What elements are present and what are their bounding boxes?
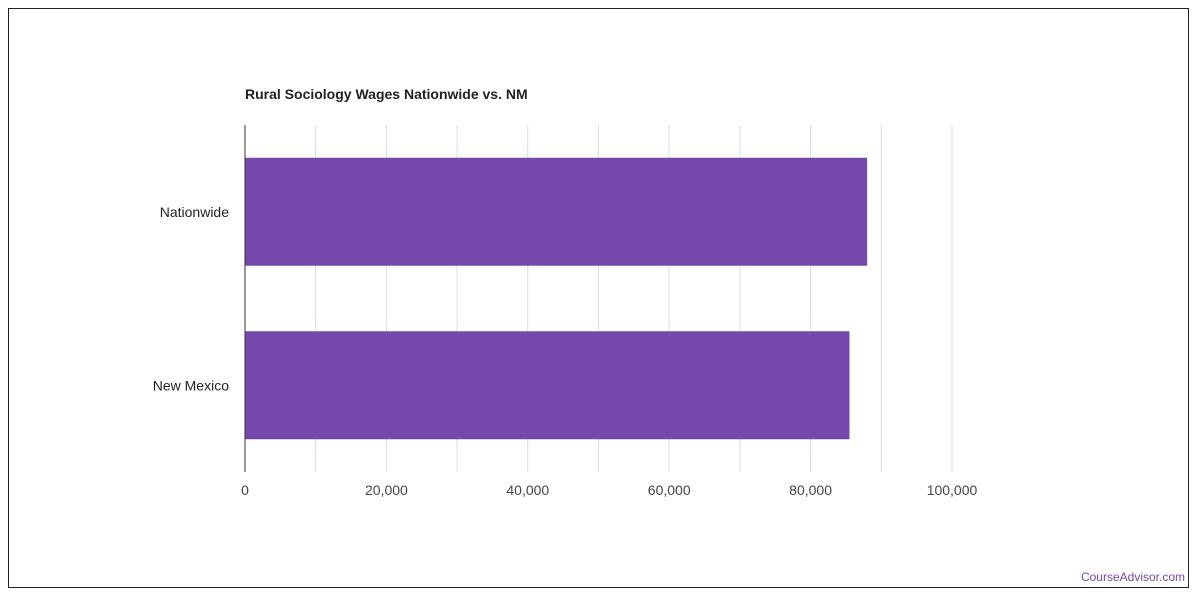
x-tick-label: 100,000 — [927, 482, 978, 498]
watermark[interactable]: CourseAdvisor.com — [1080, 570, 1185, 584]
bar-new-mexico[interactable] — [245, 331, 850, 440]
category-label: New Mexico — [153, 377, 229, 393]
bar-nationwide[interactable] — [245, 157, 868, 266]
chart-title: Rural Sociology Wages Nationwide vs. NM — [245, 86, 528, 102]
x-tick-labels: 0 20,000 40,000 60,000 80,000 100,000 — [241, 482, 977, 498]
x-tick-label: 60,000 — [648, 482, 691, 498]
x-tick-label: 80,000 — [789, 482, 832, 498]
x-tick-label: 20,000 — [365, 482, 408, 498]
x-tick-label: 0 — [241, 482, 249, 498]
bars — [245, 157, 868, 440]
x-tick-label: 40,000 — [506, 482, 549, 498]
category-label: Nationwide — [160, 204, 229, 220]
category-labels: Nationwide New Mexico — [153, 204, 229, 394]
